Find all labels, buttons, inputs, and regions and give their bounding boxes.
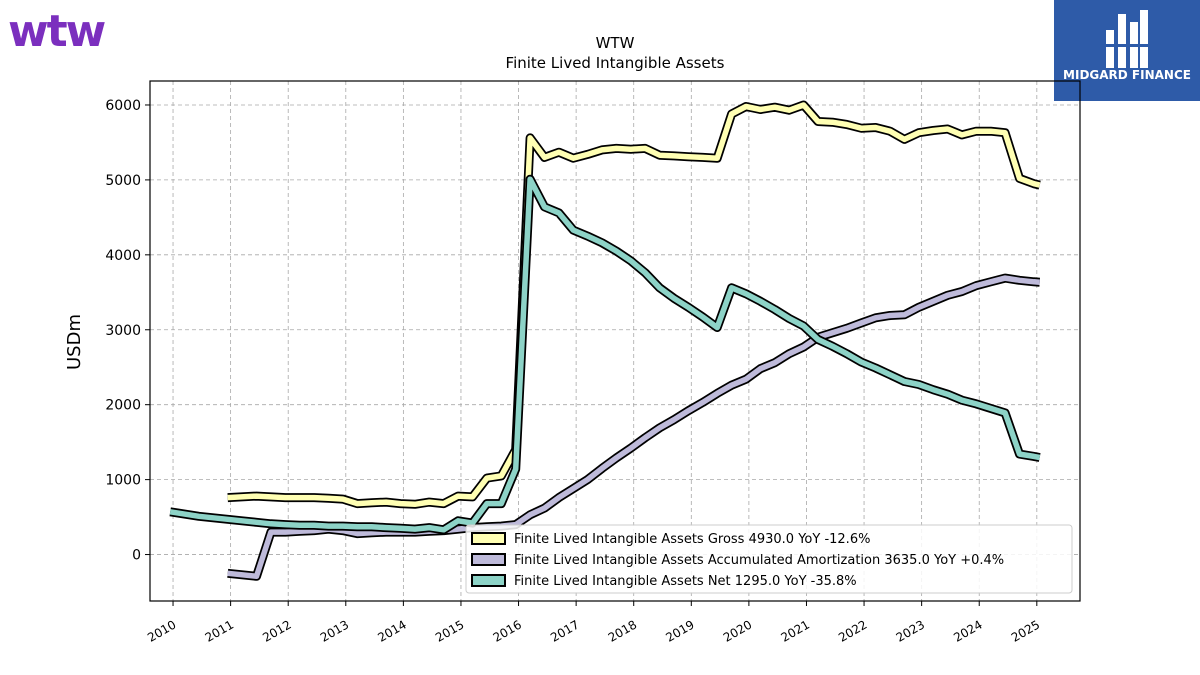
wtw-logo: wtw bbox=[8, 6, 106, 57]
x-tick-label: 2015 bbox=[433, 617, 466, 644]
y-tick-label: 5000 bbox=[105, 173, 141, 189]
midgard-logo-mark-icon bbox=[1106, 10, 1148, 68]
y-tick-label: 2000 bbox=[105, 398, 141, 414]
x-tick-label: 2010 bbox=[145, 617, 178, 644]
x-tick-label: 2011 bbox=[203, 617, 236, 644]
y-tick-label: 1000 bbox=[105, 473, 141, 489]
series-2-outline bbox=[169, 174, 1041, 535]
x-tick-label: 2021 bbox=[779, 617, 812, 644]
y-axis-label: USDm bbox=[64, 314, 85, 370]
legend-swatch-1 bbox=[471, 553, 506, 566]
series-2-line bbox=[169, 176, 1041, 533]
legend-label-2: Finite Lived Intangible Assets Net 1295.… bbox=[514, 574, 857, 589]
x-tick-label: 2022 bbox=[836, 617, 869, 644]
midgard-logo-text: MIDGARD FINANCE bbox=[1063, 68, 1191, 82]
legend-label-1: Finite Lived Intangible Assets Accumulat… bbox=[514, 553, 1004, 568]
y-tick-label: 3000 bbox=[105, 323, 141, 339]
y-tick-label: 0 bbox=[132, 548, 141, 564]
chart-title: WTW bbox=[596, 34, 635, 52]
legend-swatch-0 bbox=[471, 532, 506, 545]
plot-frame bbox=[149, 80, 1081, 602]
x-tick-label: 2019 bbox=[663, 617, 696, 644]
x-tick-label: 2017 bbox=[548, 617, 581, 644]
series-layer bbox=[169, 100, 1041, 581]
series-0-line bbox=[227, 102, 1041, 508]
x-tick-label: 2014 bbox=[375, 617, 408, 644]
x-tick-label: 2012 bbox=[260, 617, 293, 644]
x-tick-label: 2016 bbox=[491, 617, 524, 644]
legend-box bbox=[465, 524, 1073, 594]
x-tick-label: 2018 bbox=[606, 617, 639, 644]
midgard-finance-logo: MIDGARD FINANCE bbox=[1054, 0, 1200, 101]
chart-subtitle: Finite Lived Intangible Assets bbox=[506, 54, 725, 72]
x-tick-label: 2023 bbox=[894, 617, 927, 644]
x-tick-label: 2025 bbox=[1009, 617, 1042, 644]
legend-swatch-2 bbox=[471, 574, 506, 587]
legend-label-0: Finite Lived Intangible Assets Gross 493… bbox=[514, 532, 870, 547]
series-1-line bbox=[227, 275, 1040, 580]
x-tick-label: 2020 bbox=[721, 617, 754, 644]
y-tick-label: 4000 bbox=[105, 248, 141, 264]
x-tick-label: 2013 bbox=[318, 617, 351, 644]
y-tick-label: 6000 bbox=[105, 98, 141, 114]
x-tick-label: 2024 bbox=[951, 617, 984, 644]
legend: Finite Lived Intangible Assets Gross 493… bbox=[465, 524, 1073, 594]
